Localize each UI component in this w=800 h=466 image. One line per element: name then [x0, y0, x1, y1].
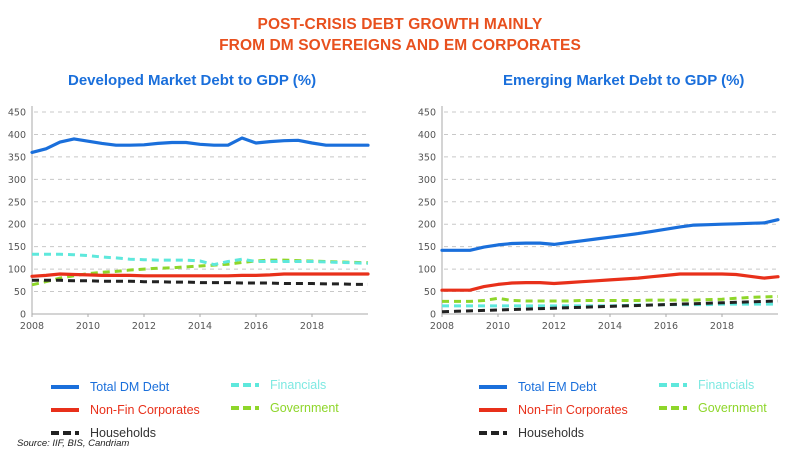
em-x-tick-label: 2012: [542, 321, 566, 332]
em-y-tick-label: 150: [418, 242, 436, 253]
dm-x-tick-label: 2010: [76, 321, 100, 332]
dm-legend-item-total: Total DM Debt: [50, 380, 169, 394]
em-y-tick-label: 450: [418, 108, 436, 119]
dm-y-tick-label: 400: [8, 130, 26, 141]
dm-legend-label: Non-Fin Corporates: [90, 403, 200, 417]
em-y-tick-label: 300: [418, 175, 436, 186]
em-legend-swatch-total: [479, 385, 507, 389]
em-x-tick-label: 2014: [598, 321, 622, 332]
em-legend-item-nonfin: Non-Fin Corporates: [478, 403, 628, 417]
dm-y-tick-label: 350: [8, 152, 26, 163]
em-legend-swatch-nonfin: [479, 408, 507, 412]
dm-series-nonfin: [30, 272, 370, 278]
em-legend: Total EM Debt Non-Fin Corporates Household…: [478, 378, 800, 440]
em-legend-item-households: Households: [478, 426, 584, 440]
dm-y-tick-label: 50: [14, 287, 26, 298]
em-y-tick-label: 350: [418, 152, 436, 163]
main-title: POST-CRISIS DEBT GROWTH MAINLY FROM DM S…: [0, 14, 800, 56]
dm-chart-title: Developed Market Debt to GDP (%): [68, 72, 317, 89]
dm-y-tick-label: 0: [20, 310, 26, 321]
em-legend-label: Households: [518, 426, 585, 440]
dm-series-financials: [32, 252, 369, 267]
em-y-tick-label: 0: [430, 310, 436, 321]
em-chart-title: Emerging Market Debt to GDP (%): [503, 72, 745, 89]
em-legend-swatch-households: [479, 431, 507, 435]
dm-x-tick-label: 2012: [132, 321, 156, 332]
dm-legend-swatch-total: [51, 385, 79, 389]
em-legend-label: Total EM Debt: [518, 380, 597, 394]
em-x-tick-label: 2008: [430, 321, 454, 332]
dm-legend-item-financials: Financials: [230, 378, 326, 392]
dm-x-tick-label: 2014: [188, 321, 212, 332]
em-legend-label: Non-Fin Corporates: [518, 403, 628, 417]
em-y-tick-label: 50: [424, 287, 436, 298]
em-legend-item-total: Total EM Debt: [478, 380, 597, 394]
em-x-tick-label: 2018: [710, 321, 734, 332]
em-x-tick-label: 2016: [654, 321, 678, 332]
main-title-line2: FROM DM SOVEREIGNS AND EM CORPORATES: [219, 37, 581, 54]
em-debt-chart: 0 50 100 150 200 250 300 350 400 450 2008 2010 2012 2…: [418, 106, 780, 332]
dm-y-tick-label: 250: [8, 197, 26, 208]
dm-series-households: [32, 278, 368, 286]
dm-x-tick-label: 2008: [20, 321, 44, 332]
dm-y-tick-label: 150: [8, 242, 26, 253]
dm-y-tick-label: 300: [8, 175, 26, 186]
em-x-tick-label: 2010: [486, 321, 510, 332]
em-legend-label: Financials: [698, 378, 755, 392]
em-legend-item-government: Government: [658, 401, 767, 415]
dm-legend-label: Total DM Debt: [90, 380, 170, 394]
dm-legend-item-government: Government: [230, 401, 339, 415]
dm-debt-chart: 0 50 100 150 200 250 300 350 400 450 2008 2010 2012 2…: [8, 106, 370, 332]
em-legend-swatch-financials: [659, 383, 687, 387]
em-series-households: [441, 299, 779, 314]
main-title-line1: POST-CRISIS DEBT GROWTH MAINLY: [257, 16, 543, 33]
em-series-government: [442, 295, 779, 303]
dm-legend-swatch-government: [231, 406, 259, 410]
dm-legend-item-households: Households: [50, 426, 156, 440]
em-y-tick-label: 200: [418, 220, 436, 231]
dm-legend-item-nonfin: Non-Fin Corporates: [50, 403, 200, 417]
dm-legend-label: Financials: [270, 378, 327, 392]
em-legend-swatch-government: [659, 406, 687, 410]
dm-legend-swatch-financials: [231, 383, 259, 387]
dm-legend: Total DM Debt Non-Fin Corporates Household…: [50, 378, 410, 440]
em-legend-label: Government: [698, 401, 767, 415]
dm-y-tick-label: 100: [8, 265, 26, 276]
em-series-total: [440, 218, 780, 252]
dm-x-tick-label: 2016: [244, 321, 268, 332]
em-legend-item-financials: Financials: [658, 378, 754, 392]
dm-x-tick-label: 2018: [300, 321, 324, 332]
dm-series-total: [30, 136, 370, 155]
em-series-nonfin: [440, 272, 780, 292]
dm-legend-label: Government: [270, 401, 339, 415]
dm-legend-swatch-nonfin: [51, 408, 79, 412]
em-y-tick-label: 400: [418, 130, 436, 141]
em-y-tick-label: 100: [418, 265, 436, 276]
dm-legend-label: Households: [90, 426, 157, 440]
em-y-tick-label: 250: [418, 197, 436, 208]
dm-legend-swatch-households: [51, 431, 79, 435]
dm-y-tick-label: 450: [8, 108, 26, 119]
dm-y-tick-label: 200: [8, 220, 26, 231]
source-note: Source: IIF, BIS, Candriam: [17, 438, 130, 449]
